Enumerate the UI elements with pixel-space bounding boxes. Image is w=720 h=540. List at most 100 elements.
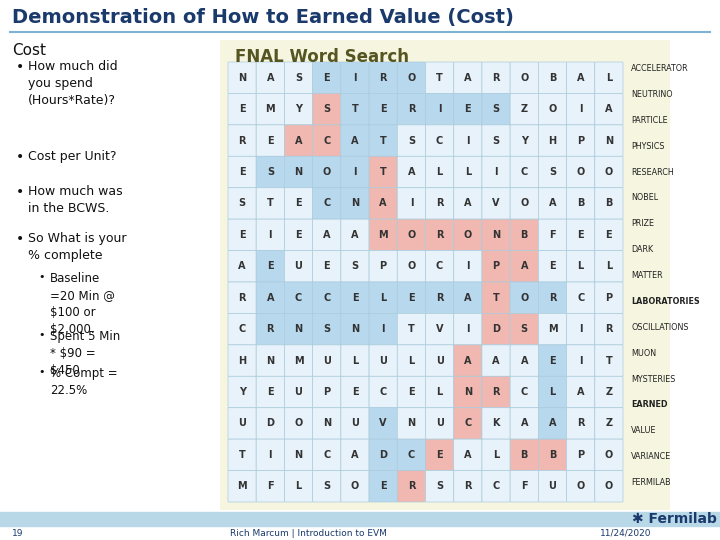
FancyBboxPatch shape [312,188,341,219]
Text: B: B [549,73,556,83]
FancyBboxPatch shape [369,345,397,376]
FancyBboxPatch shape [369,251,397,282]
Text: V: V [492,198,500,208]
Text: PHYSICS: PHYSICS [631,141,665,151]
Text: O: O [351,481,359,491]
FancyBboxPatch shape [369,376,397,408]
FancyBboxPatch shape [312,345,341,376]
FancyBboxPatch shape [567,408,595,439]
Text: L: L [352,355,358,366]
Text: M: M [266,104,275,114]
Text: B: B [577,198,585,208]
Text: U: U [379,355,387,366]
FancyBboxPatch shape [595,93,623,125]
Text: ACCELERATOR: ACCELERATOR [631,64,688,73]
Text: D: D [379,450,387,460]
FancyBboxPatch shape [312,313,341,345]
FancyBboxPatch shape [454,188,482,219]
FancyBboxPatch shape [482,251,510,282]
Text: A: A [521,355,528,366]
FancyBboxPatch shape [426,376,454,408]
Text: C: C [323,198,330,208]
Text: R: R [436,230,444,240]
Text: L: L [295,481,302,491]
FancyBboxPatch shape [256,376,284,408]
Text: I: I [269,230,272,240]
Text: S: S [492,136,500,146]
Text: E: E [380,104,387,114]
FancyBboxPatch shape [284,62,312,93]
FancyBboxPatch shape [510,345,539,376]
FancyBboxPatch shape [539,219,567,251]
FancyBboxPatch shape [397,93,426,125]
Text: M: M [238,481,247,491]
Text: O: O [605,450,613,460]
Text: E: E [239,230,246,240]
Text: O: O [577,167,585,177]
Text: B: B [521,230,528,240]
Text: M: M [379,230,388,240]
FancyBboxPatch shape [454,313,482,345]
Text: N: N [492,230,500,240]
Text: R: R [266,324,274,334]
Text: O: O [323,167,331,177]
Text: T: T [239,450,246,460]
Text: S: S [295,73,302,83]
FancyBboxPatch shape [482,313,510,345]
FancyBboxPatch shape [341,156,369,188]
FancyBboxPatch shape [567,62,595,93]
FancyBboxPatch shape [397,188,426,219]
FancyBboxPatch shape [312,125,341,156]
Text: N: N [238,73,246,83]
FancyBboxPatch shape [341,62,369,93]
Text: RESEARCH: RESEARCH [631,167,674,177]
FancyBboxPatch shape [482,345,510,376]
FancyBboxPatch shape [312,251,341,282]
Text: U: U [351,418,359,428]
FancyBboxPatch shape [510,156,539,188]
FancyBboxPatch shape [341,188,369,219]
Text: U: U [238,418,246,428]
Text: •: • [16,232,24,246]
FancyBboxPatch shape [312,93,341,125]
Text: C: C [577,293,585,303]
Text: A: A [577,73,585,83]
Text: I: I [579,104,582,114]
FancyBboxPatch shape [426,219,454,251]
FancyBboxPatch shape [567,470,595,502]
Text: E: E [323,261,330,271]
Text: •: • [38,272,45,282]
FancyBboxPatch shape [341,408,369,439]
FancyBboxPatch shape [567,376,595,408]
Text: N: N [351,198,359,208]
FancyBboxPatch shape [595,219,623,251]
Text: S: S [492,104,500,114]
FancyBboxPatch shape [567,345,595,376]
FancyBboxPatch shape [341,470,369,502]
FancyBboxPatch shape [482,376,510,408]
FancyBboxPatch shape [539,376,567,408]
Text: C: C [238,324,246,334]
Text: C: C [436,136,444,146]
FancyBboxPatch shape [567,439,595,470]
Text: DARK: DARK [631,245,653,254]
FancyBboxPatch shape [284,219,312,251]
Text: N: N [605,136,613,146]
Text: E: E [436,450,443,460]
Text: S: S [323,481,330,491]
Text: MYSTERIES: MYSTERIES [631,375,675,383]
Text: C: C [521,167,528,177]
FancyBboxPatch shape [595,439,623,470]
Text: R: R [238,293,246,303]
Text: N: N [266,355,274,366]
Text: E: E [267,387,274,397]
Text: C: C [295,293,302,303]
FancyBboxPatch shape [341,219,369,251]
FancyBboxPatch shape [369,219,397,251]
Text: Y: Y [238,387,246,397]
Text: U: U [436,418,444,428]
FancyBboxPatch shape [284,470,312,502]
Text: A: A [605,104,613,114]
Text: C: C [408,450,415,460]
Text: I: I [354,167,356,177]
